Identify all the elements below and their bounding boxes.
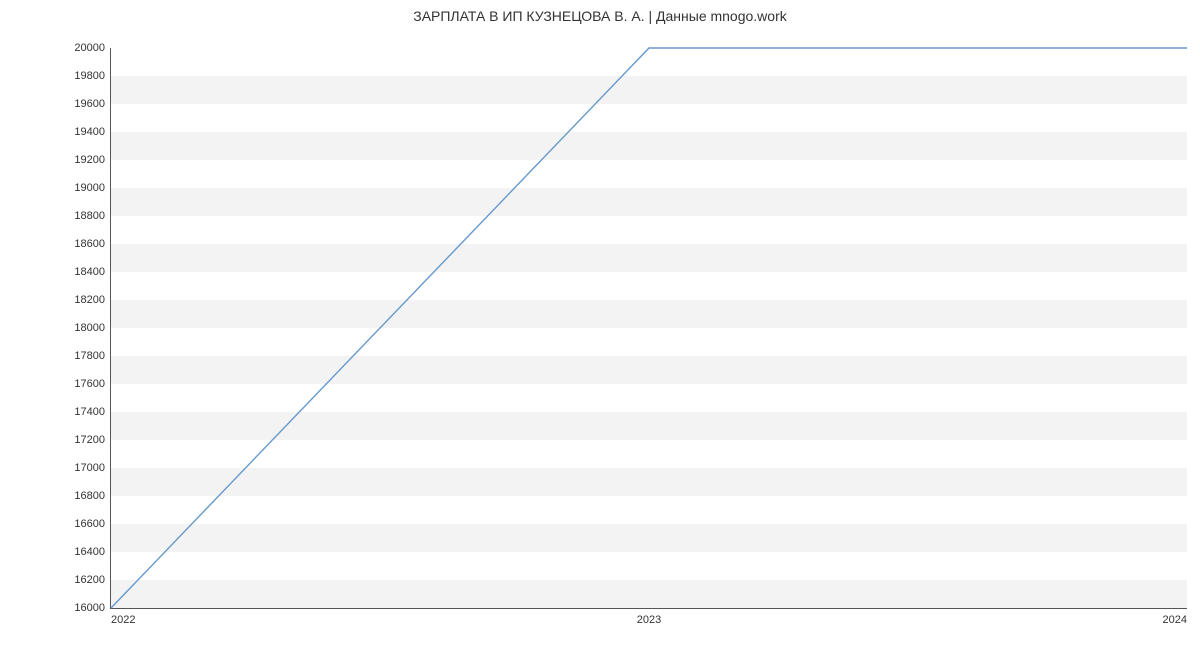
y-tick-label: 17400: [74, 406, 111, 418]
y-tick-label: 18200: [74, 294, 111, 306]
y-tick-label: 16400: [74, 546, 111, 558]
y-tick-label: 16800: [74, 490, 111, 502]
y-tick-label: 19000: [74, 182, 111, 194]
chart-title: ЗАРПЛАТА В ИП КУЗНЕЦОВА В. А. | Данные m…: [0, 8, 1200, 24]
line-series-layer: [111, 48, 1187, 608]
x-tick-label: 2024: [1163, 608, 1187, 626]
y-tick-label: 20000: [74, 42, 111, 54]
y-tick-label: 17000: [74, 462, 111, 474]
y-tick-label: 19600: [74, 98, 111, 110]
chart-container: ЗАРПЛАТА В ИП КУЗНЕЦОВА В. А. | Данные m…: [0, 0, 1200, 650]
y-tick-label: 16000: [74, 602, 111, 614]
y-tick-label: 17200: [74, 434, 111, 446]
y-tick-label: 19800: [74, 70, 111, 82]
y-tick-label: 16600: [74, 518, 111, 530]
y-tick-label: 16200: [74, 574, 111, 586]
plot-area: 1600016200164001660016800170001720017400…: [110, 48, 1187, 609]
y-tick-label: 19400: [74, 126, 111, 138]
x-tick-label: 2022: [111, 608, 135, 626]
y-tick-label: 17600: [74, 378, 111, 390]
y-tick-label: 18400: [74, 266, 111, 278]
y-tick-label: 18600: [74, 238, 111, 250]
x-tick-label: 2023: [637, 608, 661, 626]
y-tick-label: 18800: [74, 210, 111, 222]
series-line-salary: [111, 48, 1187, 608]
y-tick-label: 18000: [74, 322, 111, 334]
y-tick-label: 19200: [74, 154, 111, 166]
y-tick-label: 17800: [74, 350, 111, 362]
